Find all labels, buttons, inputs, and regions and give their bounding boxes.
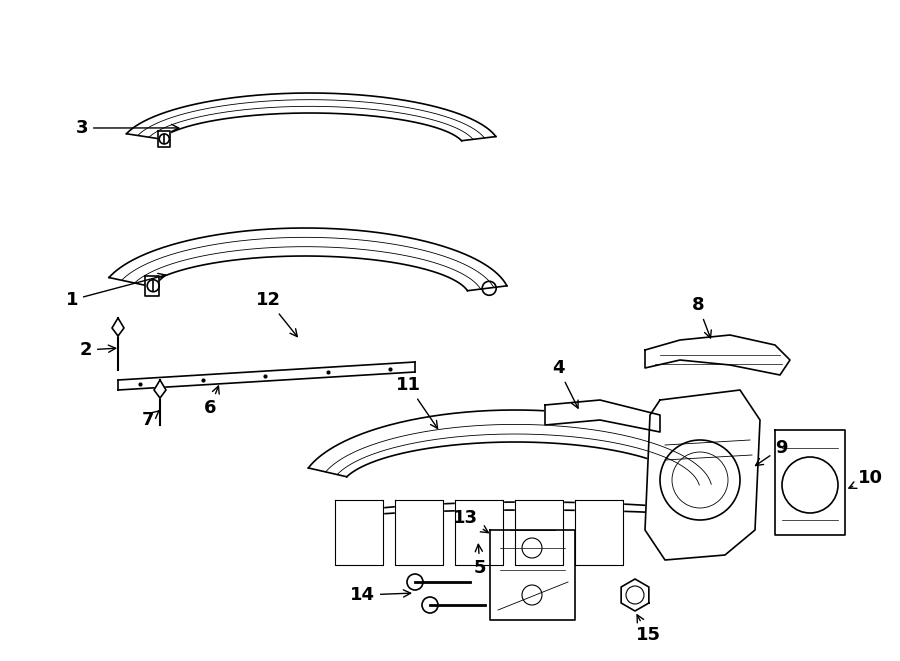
Polygon shape [645, 335, 790, 375]
Text: 8: 8 [692, 296, 711, 338]
Text: 11: 11 [395, 376, 437, 428]
Text: 1: 1 [66, 274, 166, 309]
Text: 2: 2 [79, 341, 116, 359]
Polygon shape [490, 530, 575, 620]
Polygon shape [455, 500, 503, 565]
Polygon shape [335, 500, 383, 565]
Polygon shape [109, 228, 507, 291]
Polygon shape [309, 410, 729, 486]
Polygon shape [112, 318, 124, 336]
Text: 15: 15 [635, 615, 661, 644]
Text: 5: 5 [473, 544, 486, 577]
Polygon shape [127, 93, 496, 141]
Polygon shape [118, 362, 415, 390]
Polygon shape [515, 500, 563, 565]
Text: 14: 14 [350, 586, 410, 604]
Text: 9: 9 [756, 439, 788, 465]
Polygon shape [545, 400, 660, 432]
Text: 6: 6 [203, 386, 220, 417]
Polygon shape [145, 276, 159, 295]
Text: 12: 12 [256, 291, 297, 336]
Text: 4: 4 [552, 359, 578, 408]
Polygon shape [621, 579, 649, 611]
Polygon shape [395, 500, 443, 565]
Polygon shape [775, 430, 845, 535]
Polygon shape [645, 390, 760, 560]
Polygon shape [154, 380, 166, 398]
Text: 7: 7 [142, 410, 159, 429]
Polygon shape [158, 131, 170, 147]
Text: 3: 3 [76, 119, 179, 137]
Polygon shape [342, 502, 728, 519]
Polygon shape [575, 500, 623, 565]
Text: 10: 10 [849, 469, 883, 488]
Text: 13: 13 [453, 509, 489, 533]
